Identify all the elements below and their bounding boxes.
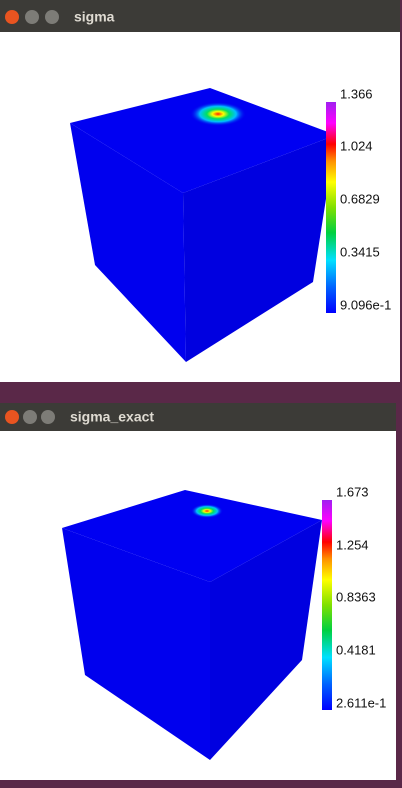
colorbar	[326, 102, 336, 313]
colorbar	[322, 500, 332, 710]
colorbar-label: 0.3415	[340, 244, 380, 259]
cube-face	[62, 528, 210, 760]
window-title: sigma	[74, 9, 115, 25]
colorbar-label: 2.611e-1	[336, 695, 386, 710]
hot-spot	[190, 102, 246, 126]
cube-face	[210, 520, 322, 760]
title-bar	[0, 0, 400, 32]
close-button[interactable]	[5, 410, 19, 424]
colorbar-label: 1.366	[340, 86, 373, 101]
colorbar-label: 0.6829	[340, 191, 380, 206]
colorbar-label: 9.096e-1	[340, 297, 391, 312]
colorbar-label: 0.8363	[336, 589, 376, 604]
hot-spot	[191, 504, 223, 518]
colorbar-label: 1.673	[336, 484, 369, 499]
cube-face	[183, 135, 336, 362]
window: sigma 1.366 1.024 0.6829 0.3415 9.096e-1	[0, 0, 400, 382]
title-bar	[0, 403, 396, 431]
cube-face	[70, 88, 336, 193]
colorbar-label: 1.254	[336, 537, 369, 552]
maximize-button[interactable]	[45, 10, 59, 24]
window-title: sigma_exact	[70, 409, 154, 425]
close-button[interactable]	[5, 10, 19, 24]
colorbar-label: 0.4181	[336, 642, 376, 657]
minimize-button[interactable]	[23, 410, 37, 424]
cube-face	[70, 123, 186, 362]
minimize-button[interactable]	[25, 10, 39, 24]
maximize-button[interactable]	[41, 410, 55, 424]
colorbar-label: 1.024	[340, 138, 373, 153]
window: sigma_exact 1.673 1.254 0.8363 0.4181 2.…	[0, 403, 396, 780]
cube-face	[62, 490, 322, 582]
